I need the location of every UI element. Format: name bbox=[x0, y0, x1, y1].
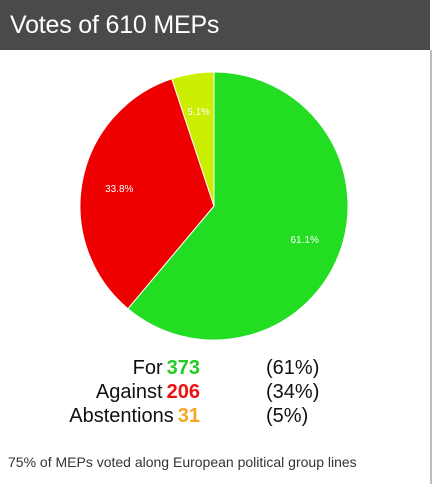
pie-slice-abstentions bbox=[171, 71, 215, 207]
tally-pct-for: (61%) bbox=[266, 357, 320, 379]
panel-border bbox=[430, 50, 432, 484]
tally-label-wrap: Against 206 bbox=[96, 380, 200, 404]
tally-label-abstentions: Abstentions bbox=[69, 405, 174, 427]
pie-slice-against bbox=[79, 78, 215, 310]
tally-label-wrap: For 373 bbox=[133, 356, 200, 380]
tally-pct-abstentions: (5%) bbox=[266, 405, 309, 427]
pie-label-abstentions: 5.1% bbox=[187, 107, 210, 118]
pie-chart-container: 61.1% 33.8% 5.1% bbox=[0, 50, 430, 360]
footer-note: 75% of MEPs voted along European politic… bbox=[8, 454, 357, 470]
tally-label-wrap: Abstentions 31 bbox=[69, 404, 200, 428]
pie-slice-for bbox=[127, 71, 349, 341]
pie-chart: 61.1% 33.8% 5.1% bbox=[79, 71, 349, 341]
chart-title: Votes of 610 MEPs bbox=[0, 0, 430, 50]
tally-row-against: Against 206 (34%) bbox=[0, 380, 430, 404]
tally-label-against: Against bbox=[95, 381, 163, 403]
tally-row-for: For 373 (61%) bbox=[0, 356, 430, 380]
tally-pct-against: (34%) bbox=[266, 381, 320, 403]
tally-count-against: 206 bbox=[166, 381, 200, 403]
vote-tally: For 373 (61%) Against 206 (34%) Abstention… bbox=[0, 356, 430, 428]
tally-count-for: 373 bbox=[166, 357, 200, 379]
pie-label-for: 61.1% bbox=[290, 235, 318, 246]
tally-row-abstentions: Abstentions 31 (5%) bbox=[0, 404, 430, 428]
tally-count-abstentions: 31 bbox=[177, 405, 200, 427]
pie-label-against: 33.8% bbox=[105, 184, 133, 195]
tally-label-for: For bbox=[132, 357, 163, 379]
